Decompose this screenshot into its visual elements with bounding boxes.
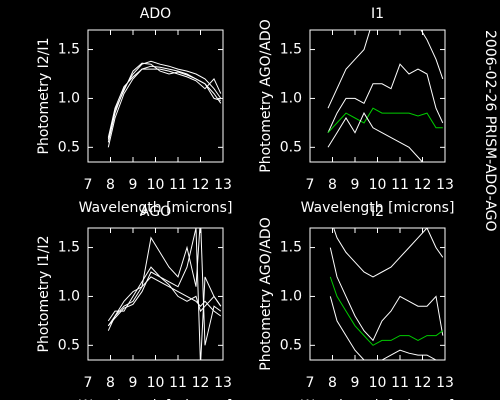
x-tick-label: 9 bbox=[129, 375, 138, 391]
y-tick-label: 1.0 bbox=[280, 288, 302, 304]
x-tick-label: 7 bbox=[84, 375, 93, 391]
data-line bbox=[333, 228, 444, 278]
x-tick-label: 7 bbox=[84, 177, 93, 193]
data-line bbox=[107, 276, 222, 331]
plot-frame bbox=[309, 29, 446, 163]
x-tick-label: 9 bbox=[351, 177, 360, 193]
data-line bbox=[107, 60, 222, 143]
chart-title: I1 bbox=[371, 6, 384, 22]
data-line bbox=[327, 112, 424, 162]
data-line bbox=[329, 276, 444, 346]
x-axis-label: Wavelength [microns] bbox=[301, 200, 455, 216]
data-line bbox=[107, 62, 221, 140]
x-tick-label: 11 bbox=[391, 177, 409, 193]
data-line bbox=[329, 296, 437, 360]
x-tick-label: 9 bbox=[351, 375, 360, 391]
x-tick-label: 13 bbox=[436, 177, 454, 193]
x-tick-label: 9 bbox=[129, 177, 138, 193]
x-tick-label: 8 bbox=[328, 375, 337, 391]
y-tick-label: 1.0 bbox=[58, 90, 80, 106]
x-tick-label: 11 bbox=[391, 375, 409, 391]
plot-lines bbox=[329, 228, 444, 360]
plot-lines bbox=[107, 60, 222, 148]
x-tick-label: 13 bbox=[214, 375, 232, 391]
x-tick-label: 12 bbox=[414, 375, 432, 391]
y-tick-label: 1.0 bbox=[58, 288, 80, 304]
plot-lines bbox=[107, 228, 222, 360]
y-tick-label: 0.5 bbox=[58, 337, 80, 353]
data-line bbox=[329, 247, 444, 342]
x-tick-label: 10 bbox=[369, 375, 387, 391]
annotation: 2006-02-26 PRISM-ADO-AGO bbox=[482, 30, 498, 232]
x-axis-label: Wavelength [microns] bbox=[79, 398, 233, 400]
x-tick-label: 12 bbox=[192, 375, 210, 391]
data-line bbox=[107, 228, 222, 360]
y-tick-label: 1.5 bbox=[280, 240, 302, 256]
chart-title: ADO bbox=[140, 6, 171, 22]
data-line bbox=[107, 228, 222, 346]
data-line bbox=[327, 63, 444, 133]
y-tick-label: 1.5 bbox=[280, 42, 302, 58]
chart-title: AGO bbox=[140, 204, 171, 220]
x-tick-label: 7 bbox=[306, 375, 315, 391]
y-axis-label: Photometry AGO/ADO bbox=[258, 19, 274, 172]
x-tick-label: 12 bbox=[414, 177, 432, 193]
x-tick-label: 10 bbox=[147, 375, 165, 391]
x-tick-label: 8 bbox=[106, 375, 115, 391]
data-line bbox=[327, 30, 444, 109]
y-tick-label: 1.5 bbox=[58, 42, 80, 58]
data-line bbox=[327, 107, 443, 134]
chart-title: I2 bbox=[371, 204, 384, 220]
x-axis-label: Wavelength [microns] bbox=[301, 398, 455, 400]
x-tick-label: 8 bbox=[106, 177, 115, 193]
x-tick-label: 8 bbox=[328, 177, 337, 193]
x-tick-label: 10 bbox=[147, 177, 165, 193]
x-axis-label: Wavelength [microns] bbox=[79, 200, 233, 216]
x-tick-label: 11 bbox=[169, 375, 187, 391]
y-axis-label: Photometry I2/I1 bbox=[36, 38, 52, 155]
x-tick-label: 13 bbox=[436, 375, 454, 391]
x-tick-label: 10 bbox=[369, 177, 387, 193]
y-tick-label: 0.5 bbox=[280, 139, 302, 155]
y-axis-label: Photometry I1/I2 bbox=[36, 236, 52, 353]
plot-lines bbox=[327, 30, 444, 162]
x-tick-label: 13 bbox=[214, 177, 232, 193]
y-axis-label: Photometry AGO/ADO bbox=[258, 217, 274, 370]
y-tick-label: 1.0 bbox=[280, 90, 302, 106]
x-tick-label: 7 bbox=[306, 177, 315, 193]
data-line bbox=[107, 68, 222, 138]
y-tick-label: 0.5 bbox=[58, 139, 80, 155]
y-tick-label: 1.5 bbox=[58, 240, 80, 256]
x-tick-label: 12 bbox=[192, 177, 210, 193]
x-tick-label: 11 bbox=[169, 177, 187, 193]
data-line bbox=[107, 271, 222, 327]
y-tick-label: 0.5 bbox=[280, 337, 302, 353]
